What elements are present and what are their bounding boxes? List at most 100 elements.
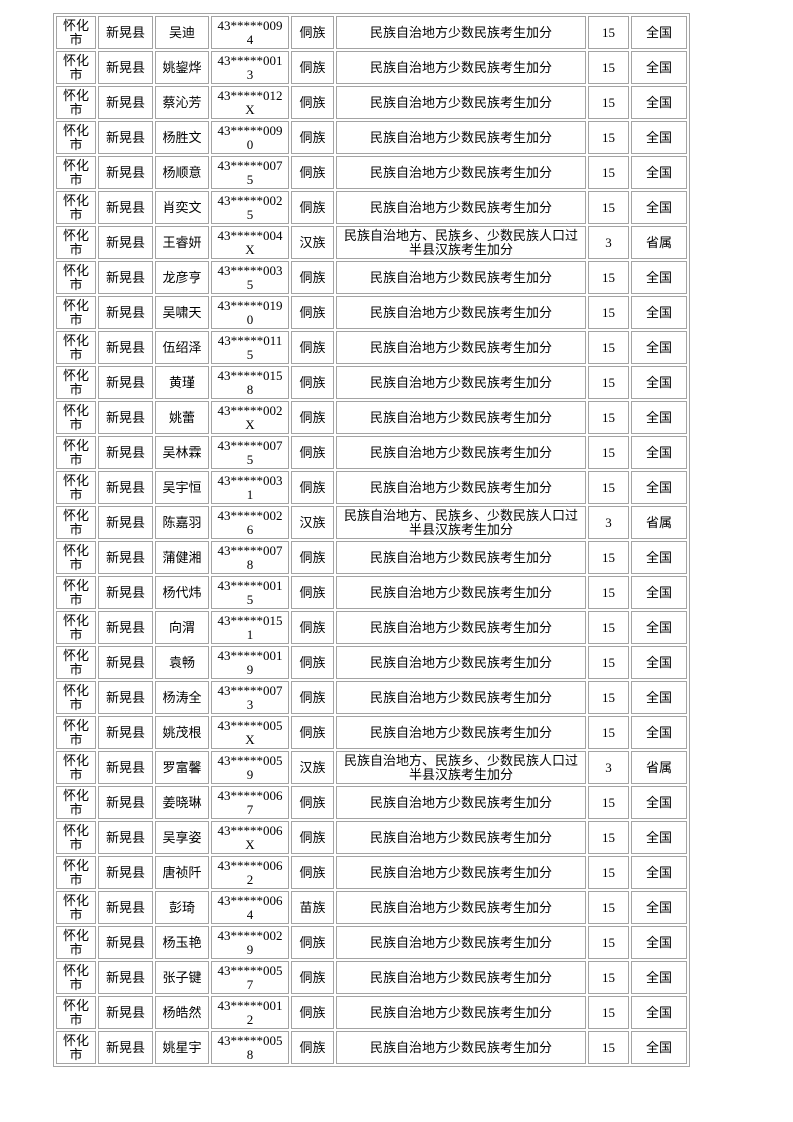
cell-points: 3 [588,751,629,784]
cell-name: 彭琦 [155,891,209,924]
cell-name: 吴享姿 [155,821,209,854]
cell-city: 怀化市 [56,716,96,749]
cell-name: 杨涛全 [155,681,209,714]
cell-policy: 民族自治地方少数民族考生加分 [336,961,586,994]
cell-county: 新晃县 [98,646,153,679]
cell-name: 蔡沁芳 [155,86,209,119]
id-number: 43*****0062 [217,857,283,887]
cell-name: 吴迪 [155,16,209,49]
cell-scope: 全国 [631,681,687,714]
cell-name: 姚蕾 [155,401,209,434]
cell-county: 新晃县 [98,261,153,294]
id-number: 43*****0013 [217,52,283,82]
id-number: 43*****0190 [217,297,283,327]
cell-ethnicity: 侗族 [291,996,334,1029]
table-row: 怀化市 新晃县 吴宇恒 43*****0031 侗族 民族自治地方少数民族考生加… [56,471,687,504]
cell-name: 杨顺意 [155,156,209,189]
cell-scope: 全国 [631,261,687,294]
cell-id: 43*****0064 [211,891,289,924]
cell-policy: 民族自治地方少数民族考生加分 [336,86,586,119]
table-row: 怀化市 新晃县 罗富馨 43*****0059 汉族 民族自治地方、民族乡、少数… [56,751,687,784]
cell-policy: 民族自治地方少数民族考生加分 [336,541,586,574]
cell-id: 43*****002X [211,401,289,434]
cell-policy: 民族自治地方少数民族考生加分 [336,471,586,504]
cell-points: 15 [588,401,629,434]
table-row: 怀化市 新晃县 陈嘉羽 43*****0026 汉族 民族自治地方、民族乡、少数… [56,506,687,539]
cell-policy: 民族自治地方少数民族考生加分 [336,121,586,154]
cell-name: 罗富馨 [155,751,209,784]
cell-ethnicity: 侗族 [291,261,334,294]
cell-scope: 全国 [631,786,687,819]
cell-id: 43*****0190 [211,296,289,329]
cell-id: 43*****0029 [211,926,289,959]
records-table-body: 怀化市 新晃县 吴迪 43*****0094 侗族 民族自治地方少数民族考生加分… [56,16,687,1064]
cell-policy: 民族自治地方少数民族考生加分 [336,996,586,1029]
cell-city: 怀化市 [56,576,96,609]
cell-id: 43*****0015 [211,576,289,609]
cell-name: 杨代炜 [155,576,209,609]
cell-policy: 民族自治地方少数民族考生加分 [336,261,586,294]
cell-scope: 全国 [631,891,687,924]
cell-id: 43*****0075 [211,156,289,189]
cell-scope: 全国 [631,856,687,889]
cell-points: 15 [588,821,629,854]
cell-county: 新晃县 [98,926,153,959]
id-number: 43*****0026 [217,507,283,537]
cell-points: 15 [588,156,629,189]
cell-policy: 民族自治地方少数民族考生加分 [336,436,586,469]
cell-city: 怀化市 [56,121,96,154]
cell-ethnicity: 侗族 [291,541,334,574]
cell-id: 43*****0019 [211,646,289,679]
cell-county: 新晃县 [98,191,153,224]
cell-id: 43*****0031 [211,471,289,504]
cell-id: 43*****006X [211,821,289,854]
table-row: 怀化市 新晃县 彭琦 43*****0064 苗族 民族自治地方少数民族考生加分… [56,891,687,924]
cell-scope: 全国 [631,646,687,679]
cell-city: 怀化市 [56,821,96,854]
table-row: 怀化市 新晃县 吴享姿 43*****006X 侗族 民族自治地方少数民族考生加… [56,821,687,854]
table-row: 怀化市 新晃县 向渭 43*****0151 侗族 民族自治地方少数民族考生加分… [56,611,687,644]
cell-city: 怀化市 [56,751,96,784]
cell-county: 新晃县 [98,121,153,154]
id-number: 43*****0075 [217,157,283,187]
cell-scope: 全国 [631,51,687,84]
cell-city: 怀化市 [56,436,96,469]
cell-policy: 民族自治地方、民族乡、少数民族人口过半县汉族考生加分 [336,226,586,259]
cell-points: 15 [588,891,629,924]
table-row: 怀化市 新晃县 杨皓然 43*****0012 侗族 民族自治地方少数民族考生加… [56,996,687,1029]
cell-county: 新晃县 [98,331,153,364]
cell-name: 杨玉艳 [155,926,209,959]
table-row: 怀化市 新晃县 伍绍泽 43*****0115 侗族 民族自治地方少数民族考生加… [56,331,687,364]
cell-ethnicity: 侗族 [291,366,334,399]
cell-points: 15 [588,471,629,504]
cell-ethnicity: 汉族 [291,751,334,784]
cell-id: 43*****0073 [211,681,289,714]
cell-id: 43*****012X [211,86,289,119]
cell-city: 怀化市 [56,226,96,259]
cell-scope: 全国 [631,471,687,504]
cell-points: 3 [588,506,629,539]
cell-id: 43*****0078 [211,541,289,574]
cell-scope: 全国 [631,16,687,49]
cell-id: 43*****0035 [211,261,289,294]
cell-policy: 民族自治地方少数民族考生加分 [336,716,586,749]
cell-ethnicity: 侗族 [291,16,334,49]
cell-policy: 民族自治地方少数民族考生加分 [336,856,586,889]
id-number: 43*****006X [217,822,283,852]
cell-county: 新晃县 [98,86,153,119]
cell-scope: 全国 [631,121,687,154]
cell-ethnicity: 侗族 [291,471,334,504]
cell-name: 吴林霖 [155,436,209,469]
cell-city: 怀化市 [56,156,96,189]
cell-ethnicity: 侗族 [291,961,334,994]
cell-ethnicity: 侗族 [291,611,334,644]
cell-id: 43*****0026 [211,506,289,539]
cell-id: 43*****005X [211,716,289,749]
cell-scope: 全国 [631,961,687,994]
table-row: 怀化市 新晃县 杨胜文 43*****0090 侗族 民族自治地方少数民族考生加… [56,121,687,154]
cell-name: 姚星宇 [155,1031,209,1064]
cell-name: 王睿妍 [155,226,209,259]
id-number: 43*****0090 [217,122,283,152]
cell-points: 15 [588,436,629,469]
